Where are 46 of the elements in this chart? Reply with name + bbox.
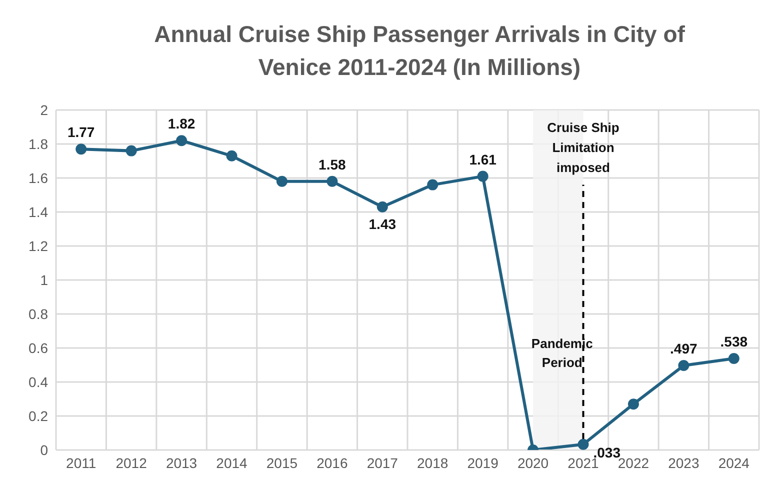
data-label: 1.43 [368, 216, 396, 232]
x-tick-label: 2018 [417, 454, 448, 471]
ref-line-label: Cruise Ship Limitation imposed [547, 120, 620, 175]
data-label: 1.58 [318, 156, 346, 172]
y-tick-label: 0.6 [28, 340, 48, 356]
x-tick-label: 2017 [366, 454, 398, 471]
x-tick-label: 2019 [467, 454, 499, 471]
x-tick-label: 2012 [116, 454, 148, 471]
data-label: 1.82 [168, 116, 196, 132]
x-tick-label: 2024 [718, 454, 750, 471]
point [728, 353, 740, 364]
x-tick-label: 2020 [517, 454, 549, 471]
y-tick-label: 0.8 [28, 306, 48, 322]
point [276, 176, 288, 187]
data-label: .497 [670, 340, 698, 357]
point [176, 135, 188, 146]
point [477, 170, 488, 182]
point [76, 144, 87, 155]
x-tick-label: 2013 [166, 454, 198, 471]
y-tick-label: 0 [40, 442, 48, 458]
y-tick-label: 1.2 [28, 238, 48, 254]
y-tick-label: 2 [40, 102, 48, 118]
point [376, 201, 388, 212]
y-tick-label: 0.4 [28, 374, 48, 390]
band-label: Pandemic Period [531, 336, 593, 370]
point [427, 179, 438, 190]
x-tick-label: 2016 [316, 454, 348, 471]
y-tick-label: 1 [40, 272, 48, 288]
x-tick-label: 2023 [668, 454, 700, 471]
point [326, 176, 338, 187]
data-label: 1.77 [67, 124, 95, 140]
y-tick-label: 1.8 [28, 136, 48, 152]
chart-title: Annual Cruise Ship Passenger Arrivals in City of Venice 2011-2024 (In Millions) [153, 20, 686, 82]
point [126, 145, 137, 156]
point [226, 150, 238, 162]
data-label: 1.61 [469, 151, 497, 168]
x-tick-label: 2015 [266, 454, 298, 471]
x-tick-label: 2014 [216, 454, 248, 471]
point [578, 438, 589, 450]
y-tick-label: 1.4 [28, 204, 48, 220]
y-tick-label: 0.2 [28, 408, 48, 424]
point [628, 398, 639, 410]
x-tick-label: 2011 [66, 454, 96, 471]
y-tick-label: 1.6 [28, 170, 48, 186]
point [678, 360, 690, 372]
data-label: .538 [720, 334, 748, 350]
